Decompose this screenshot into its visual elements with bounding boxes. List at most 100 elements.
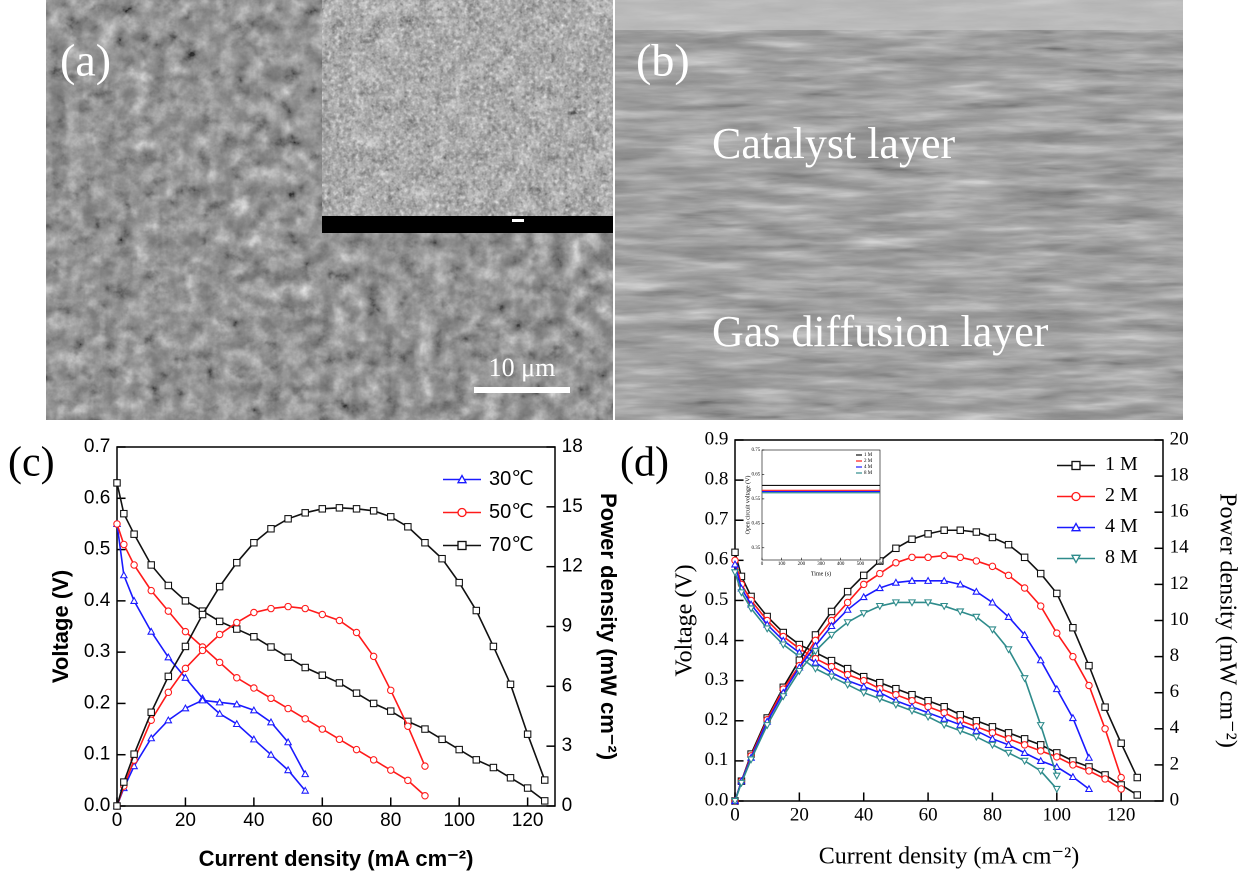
y2-tick-label: 14 xyxy=(1170,537,1190,558)
marker xyxy=(164,672,173,681)
panel-label: (d) xyxy=(620,440,669,486)
marker xyxy=(892,559,900,567)
marker xyxy=(1084,753,1094,761)
marker xyxy=(1133,773,1141,782)
y-tick-label: 0.2 xyxy=(84,692,110,713)
marker xyxy=(859,592,868,601)
legend-label: 4 M xyxy=(1105,515,1138,537)
marker xyxy=(318,725,327,733)
marker xyxy=(1020,675,1029,683)
series-line xyxy=(734,564,1090,790)
y-tick-label: 0.35 xyxy=(752,546,761,551)
y2-tick-label: 10 xyxy=(1170,609,1189,630)
marker xyxy=(737,779,746,788)
scale-bar-label: 10 μm xyxy=(489,353,556,382)
marker xyxy=(1020,584,1029,592)
panel-label: (b) xyxy=(636,35,690,86)
marker xyxy=(1053,589,1061,598)
y-tick-label: 0.3 xyxy=(84,641,110,662)
marker xyxy=(113,479,121,487)
legend-label: 30℃ xyxy=(489,468,534,490)
x-tick-label: 0 xyxy=(730,805,740,826)
layer-label: Gas diffusion layer xyxy=(712,307,1049,356)
marker xyxy=(1036,747,1045,755)
x-tick-label: 20 xyxy=(790,805,809,826)
marker xyxy=(472,756,481,764)
marker xyxy=(730,569,740,577)
y2-tick-label: 16 xyxy=(1170,501,1189,522)
y-axis-title: Voltage (V) xyxy=(48,570,73,683)
x-tick-label: 100 xyxy=(443,810,475,831)
marker xyxy=(859,610,868,618)
marker xyxy=(924,530,932,538)
marker xyxy=(988,723,997,731)
series-line xyxy=(116,482,546,802)
marker xyxy=(249,705,258,714)
x-tick-label: 120 xyxy=(1107,805,1136,826)
marker xyxy=(301,509,309,517)
x-tick-label: 500 xyxy=(857,562,865,567)
marker xyxy=(908,553,916,562)
marker xyxy=(988,533,997,542)
marker xyxy=(1020,735,1029,743)
y-axis-title: Open circuit voltage (V) xyxy=(744,476,751,535)
y2-tick-label: 4 xyxy=(1170,717,1180,738)
marker xyxy=(924,553,932,562)
marker xyxy=(940,551,948,560)
marker xyxy=(1101,703,1109,711)
marker xyxy=(369,699,378,708)
marker xyxy=(301,604,309,613)
marker xyxy=(421,725,429,733)
marker xyxy=(988,598,997,606)
marker xyxy=(892,544,900,553)
marker xyxy=(283,765,293,774)
y-tick-label: 0.45 xyxy=(752,521,761,526)
marker xyxy=(455,578,463,587)
marker xyxy=(215,658,224,667)
marker xyxy=(1004,571,1013,580)
marker xyxy=(859,682,868,690)
marker xyxy=(130,596,139,604)
marker xyxy=(988,562,997,571)
marker xyxy=(1004,729,1013,737)
marker xyxy=(438,735,446,744)
x-tick-label: 600 xyxy=(876,562,884,567)
marker xyxy=(924,696,932,705)
marker xyxy=(843,681,852,689)
marker xyxy=(956,727,965,736)
marker xyxy=(404,523,412,531)
marker xyxy=(763,722,772,730)
marker xyxy=(267,694,275,703)
marker xyxy=(1036,602,1045,610)
marker xyxy=(119,570,128,579)
marker xyxy=(859,689,868,697)
marker xyxy=(1117,773,1125,782)
y-tick-label: 0.75 xyxy=(752,448,761,453)
marker xyxy=(827,673,836,681)
legend-label: 2 M xyxy=(864,459,873,464)
y-tick-label: 0.65 xyxy=(752,473,761,478)
y-tick-label: 0.3 xyxy=(705,669,729,690)
marker xyxy=(843,605,852,613)
marker xyxy=(1053,753,1061,761)
marker xyxy=(1085,661,1093,670)
marker xyxy=(1020,741,1029,749)
marker xyxy=(181,703,190,712)
marker xyxy=(489,763,498,772)
sem-inset-info-bar xyxy=(322,216,613,233)
x-tick-label: 200 xyxy=(798,562,806,567)
x-tick-label: 40 xyxy=(854,805,873,826)
marker xyxy=(923,599,933,607)
marker xyxy=(746,756,756,764)
marker xyxy=(335,504,344,512)
marker xyxy=(267,525,275,533)
y2-tick-label: 18 xyxy=(1170,464,1189,485)
x-tick-label: 300 xyxy=(817,562,825,567)
marker xyxy=(506,774,515,782)
marker xyxy=(940,703,948,711)
marker xyxy=(1052,772,1061,781)
x-tick-label: 60 xyxy=(919,805,938,826)
y2-tick-label: 0 xyxy=(1170,789,1180,810)
marker xyxy=(164,652,173,661)
scale-bar xyxy=(474,387,570,393)
